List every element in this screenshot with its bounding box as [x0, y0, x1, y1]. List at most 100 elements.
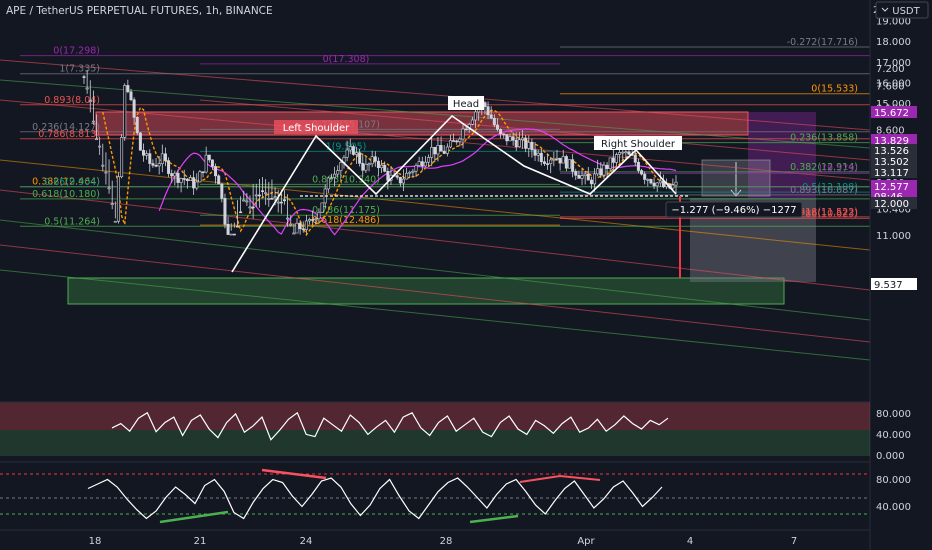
candle-body	[602, 164, 606, 176]
candle-body	[98, 145, 102, 148]
candle-body	[533, 149, 537, 156]
candle-body	[333, 173, 337, 178]
candle-body	[376, 160, 380, 169]
candle-body	[113, 220, 117, 223]
chevron-down-icon	[881, 7, 889, 12]
candle-body	[636, 161, 640, 171]
candle-body	[405, 172, 409, 180]
candle-body	[251, 206, 255, 209]
label-head[interactable]: Head	[448, 96, 484, 110]
candle-body	[646, 179, 650, 181]
oscillator-1-ticks: 80.000 40.000 0.000	[876, 409, 911, 462]
candle-body	[455, 140, 459, 143]
candle-body	[530, 142, 534, 151]
oscillator-2-ticks: 80.000 40.000	[876, 475, 911, 513]
price-flag	[871, 166, 917, 178]
fib-left-label: 0.65(9.904)	[44, 177, 100, 188]
fib-left-label: 0(17.298)	[53, 46, 100, 57]
price-flag	[871, 106, 917, 118]
candle-body	[445, 146, 449, 154]
fib-retracement-left: 0(17.298) 0.236(14.127) 0.382(12.464) 0.5(1…	[20, 46, 870, 227]
price-flag	[871, 155, 917, 167]
candle-body	[427, 157, 431, 163]
candle-body	[489, 114, 493, 119]
candle-body	[398, 176, 402, 184]
fib-right-label: 0.786(10.623)	[790, 208, 858, 219]
label-left-shoulder[interactable]: Left Shoulder	[274, 120, 358, 134]
currency-label: USDT	[892, 6, 920, 17]
candle-body	[88, 100, 92, 103]
candlesticks	[82, 69, 678, 236]
price-scale[interactable]	[870, 0, 932, 550]
candle-body	[261, 190, 265, 192]
candle-body	[273, 196, 277, 198]
candle-body	[640, 170, 644, 175]
candle-body	[145, 153, 149, 156]
candle-body	[239, 211, 243, 214]
candle-body	[207, 154, 211, 161]
moving-average-magenta	[158, 128, 677, 236]
candle-body	[499, 129, 503, 135]
candle-body	[564, 156, 568, 169]
symbol-title[interactable]: APE / TetherUS PERPETUAL FUTURES, 1h, BI…	[6, 5, 273, 17]
candle-body	[257, 194, 261, 197]
x-tick: 4	[687, 536, 693, 547]
candle-body	[474, 111, 478, 121]
candle-body	[618, 152, 622, 155]
candle-body	[436, 145, 440, 155]
fib-right-label: 0.382(12.914)	[790, 162, 858, 173]
oscillator-2[interactable]	[0, 461, 870, 524]
price-flag	[871, 180, 917, 192]
candle-body	[502, 133, 506, 136]
candle-body	[655, 182, 659, 187]
candle-body	[232, 233, 236, 236]
osc2-tick: 80.000	[876, 475, 911, 486]
candle-body	[282, 199, 286, 202]
candle-body	[527, 142, 531, 149]
currency-selector[interactable]: USDT	[875, 1, 929, 19]
candle-body	[214, 166, 218, 177]
candle-body	[555, 157, 559, 160]
fib-right-label: 0.618(11.522)	[790, 207, 858, 218]
candle-body	[220, 183, 224, 199]
candle-body	[439, 145, 443, 152]
candle-body	[217, 175, 221, 185]
fib-right-label: 0.236(13.858)	[790, 133, 858, 144]
price-flag-text: 12.577	[874, 182, 909, 193]
label-right-shoulder[interactable]: Right Shoulder	[594, 136, 682, 150]
candle-body	[458, 138, 462, 142]
candle-body	[198, 171, 202, 183]
channel-line	[0, 159, 871, 251]
candle-body	[420, 161, 424, 167]
fib-mid-label: 0.786(11.175)	[312, 205, 380, 216]
candle-body	[82, 76, 86, 78]
candle-body	[351, 146, 355, 155]
oscillator-1[interactable]	[0, 401, 870, 456]
candle-body	[542, 161, 546, 164]
head-and-shoulders-pattern	[231, 114, 677, 273]
candle-body	[652, 182, 656, 187]
candle-body	[185, 178, 189, 182]
candle-body	[204, 154, 208, 173]
candle-body	[508, 136, 512, 142]
candle-body	[348, 146, 352, 151]
candle-body	[154, 165, 158, 167]
candle-body	[621, 151, 625, 154]
price-tick: 10.400	[876, 205, 911, 216]
measure-tooltip[interactable]: −1.277 (−9.46%) −1277	[665, 201, 803, 218]
price-flag	[871, 144, 917, 156]
x-tick: 21	[194, 536, 207, 547]
price-flag-text: 13.526	[874, 146, 909, 157]
candle-body	[495, 124, 499, 130]
candle-body	[649, 179, 653, 184]
candle-body	[624, 151, 628, 154]
candle-body	[138, 132, 142, 151]
price-tick: 7.200	[876, 64, 905, 75]
fib-left-label: 0.382(12.464)	[32, 177, 100, 188]
candle-body	[163, 153, 167, 161]
candle-body	[326, 177, 330, 190]
candle-body	[242, 199, 246, 202]
candle-body	[461, 128, 465, 140]
candle-body	[85, 87, 89, 90]
